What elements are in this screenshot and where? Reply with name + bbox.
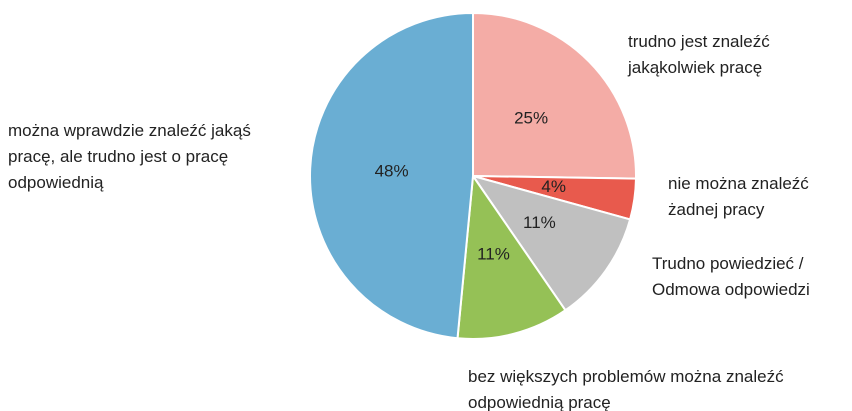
category-label: Trudno powiedzieć / Odmowa odpowiedzi bbox=[652, 254, 810, 299]
value-label: 4% bbox=[541, 177, 566, 196]
value-label: 25% bbox=[514, 108, 548, 127]
value-label: 11% bbox=[523, 213, 556, 232]
pie-slice bbox=[472, 11, 637, 180]
pie-slice bbox=[456, 173, 567, 340]
pie-slice bbox=[470, 174, 632, 312]
value-label: 11% bbox=[477, 244, 510, 263]
pie-slice bbox=[309, 11, 474, 340]
category-label: trudno jest znaleźć jakąkolwiek pracę bbox=[628, 32, 770, 77]
category-label: nie można znaleźć żadnej pracy bbox=[668, 174, 809, 219]
value-label: 48% bbox=[375, 162, 409, 181]
category-label: bez większych problemów można znaleźć od… bbox=[468, 367, 784, 411]
category-label: można wprawdzie znaleźć jakąś pracę, ale… bbox=[8, 121, 251, 192]
